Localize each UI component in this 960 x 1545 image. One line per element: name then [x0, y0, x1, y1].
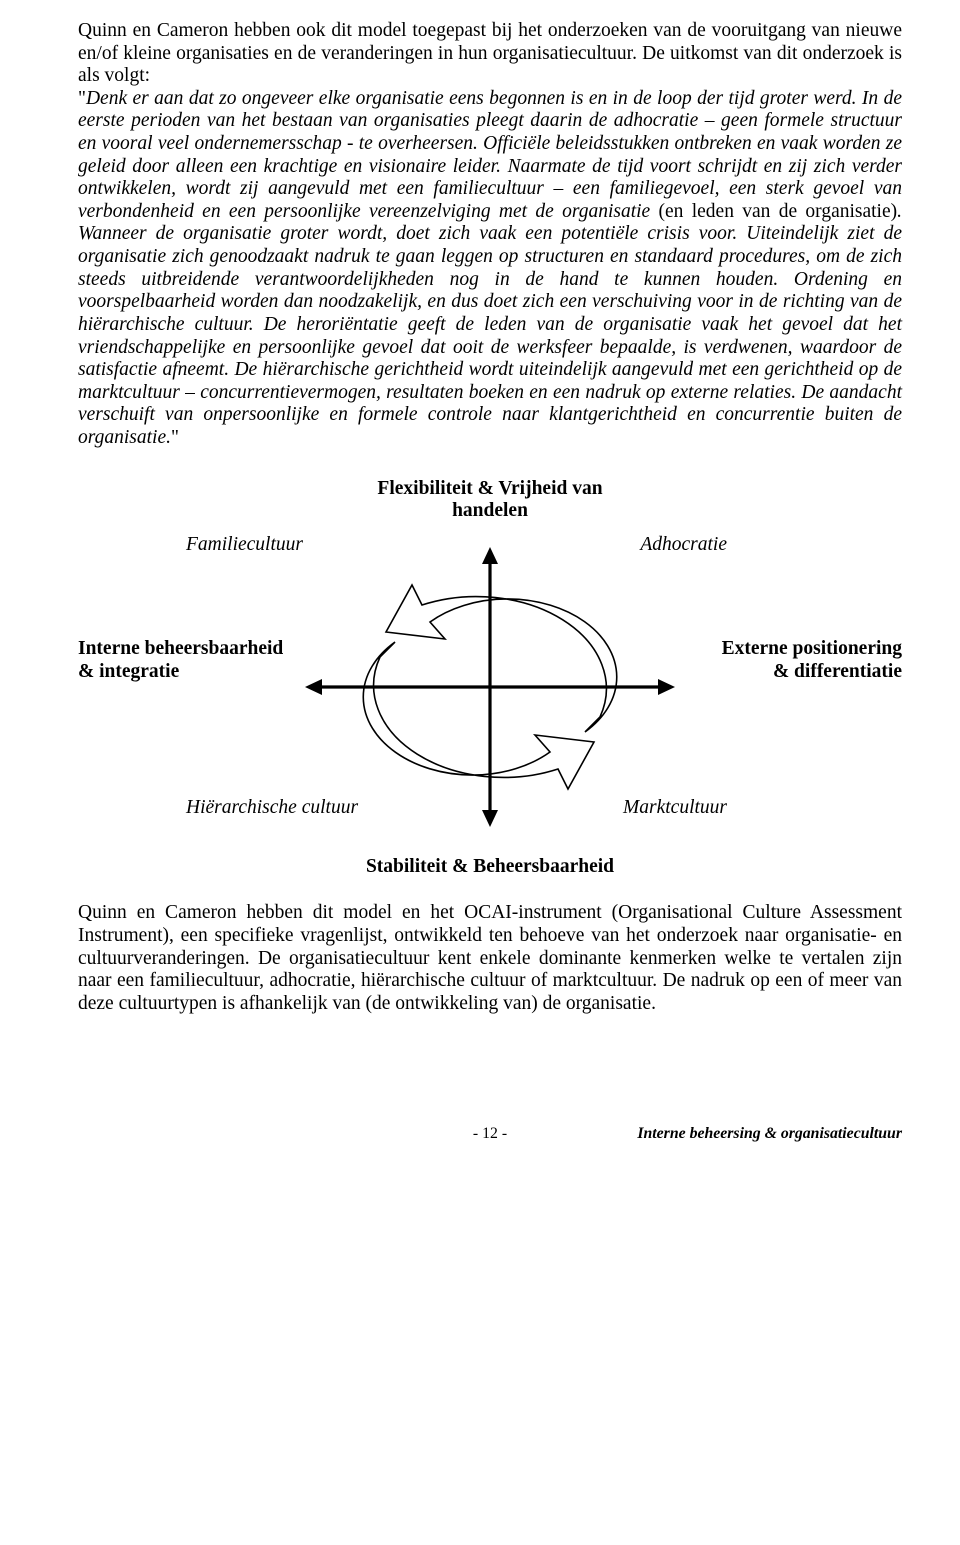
left-label-line2: & integratie: [78, 661, 179, 682]
competing-values-diagram: Flexibiliteit & Vrijheid van handelen Fa…: [78, 478, 902, 879]
diagram-right-label: Externe positionering & differentiatie: [722, 638, 902, 683]
right-label-line2: & differentiatie: [773, 661, 902, 682]
diagram-left-label: Interne beheersbaarheid & integratie: [78, 638, 283, 683]
quote-close: ": [171, 427, 179, 448]
left-label-line1: Interne beheersbaarheid: [78, 638, 283, 659]
page-number: - 12 -: [473, 1125, 507, 1143]
quote-open: ": [78, 88, 86, 109]
quadrant-label-familiecultuur: Familiecultuur: [186, 534, 303, 556]
para1-intro: Quinn en Cameron hebben ook dit model to…: [78, 20, 902, 86]
page-footer: - 12 - Interne beheersing & organisatiec…: [78, 1125, 902, 1147]
diagram-top-line1: Flexibiliteit & Vrijheid van: [377, 478, 602, 499]
paragraph-2: Quinn en Cameron hebben dit model en het…: [78, 902, 902, 1015]
diagram-top-line2: handelen: [452, 500, 528, 521]
diagram-top-label: Flexibiliteit & Vrijheid van handelen: [78, 478, 902, 523]
doc-running-title: Interne beheersing & organisatiecultuur: [637, 1125, 902, 1143]
para1-quote-b: . Wanneer de organisatie groter wordt, d…: [78, 201, 902, 448]
axis-lines: [305, 547, 675, 827]
paragraph-1: Quinn en Cameron hebben ook dit model to…: [78, 20, 902, 450]
diagram-bottom-label: Stabiliteit & Beheersbaarheid: [78, 856, 902, 878]
diagram-svg: [290, 537, 690, 837]
right-label-line1: Externe positionering: [722, 638, 902, 659]
para1-roman-insert: (en leden van de organisatie): [659, 201, 898, 222]
diagram-middle: Familiecultuur Adhocratie Hiërarchische …: [78, 522, 902, 852]
